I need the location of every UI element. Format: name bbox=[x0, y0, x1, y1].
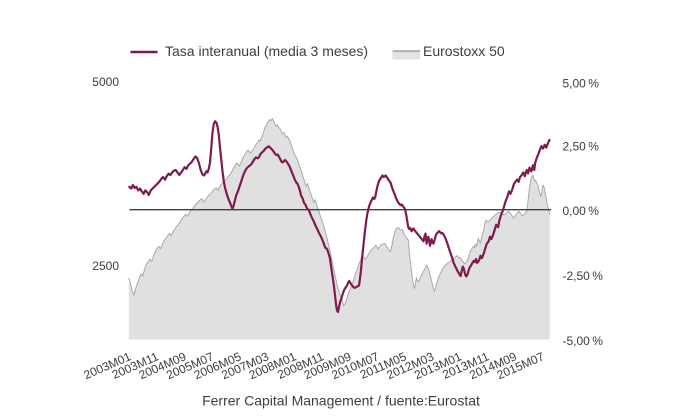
svg-text:-5,00 %: -5,00 % bbox=[563, 334, 604, 348]
svg-text:2500: 2500 bbox=[92, 259, 119, 273]
svg-text:5,00 %: 5,00 % bbox=[563, 76, 600, 90]
svg-text:5000: 5000 bbox=[92, 75, 119, 89]
svg-text:Eurostoxx 50: Eurostoxx 50 bbox=[423, 43, 505, 59]
svg-text:2,50 %: 2,50 % bbox=[563, 140, 600, 154]
svg-text:0,00 %: 0,00 % bbox=[563, 204, 600, 218]
svg-text:-2,50 %: -2,50 % bbox=[563, 269, 604, 283]
svg-text:Ferrer Capital Management / fu: Ferrer Capital Management / fuente:Euros… bbox=[202, 393, 480, 409]
svg-text:Tasa interanual (media 3 meses: Tasa interanual (media 3 meses) bbox=[165, 43, 368, 59]
